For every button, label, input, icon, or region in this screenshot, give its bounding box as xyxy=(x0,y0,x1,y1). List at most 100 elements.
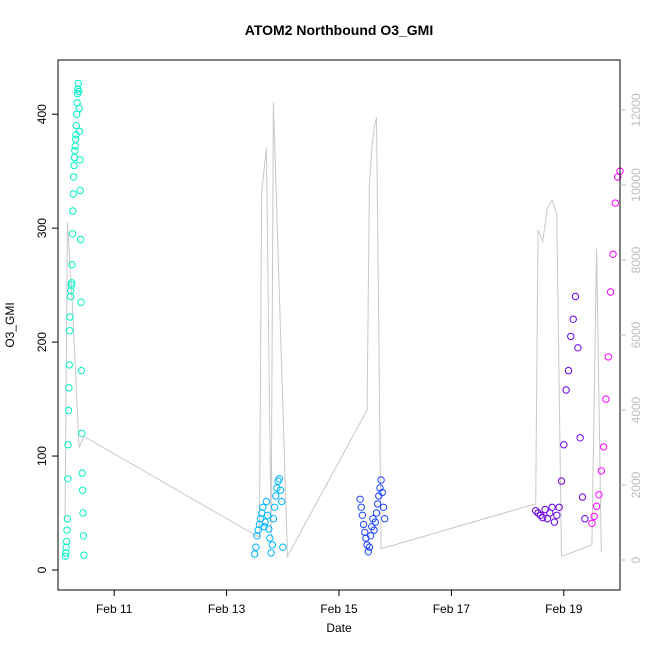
data-point xyxy=(276,486,285,494)
data-point xyxy=(64,441,72,449)
data-point xyxy=(78,429,86,437)
data-point xyxy=(370,526,378,534)
data-point xyxy=(356,495,364,503)
data-point xyxy=(66,313,74,321)
data-point xyxy=(66,292,75,301)
y-tick-label: 0 xyxy=(35,566,49,573)
data-point xyxy=(363,541,371,549)
x-tick-label: Feb 15 xyxy=(320,602,358,616)
data-point xyxy=(68,230,77,238)
data-point xyxy=(548,503,556,511)
data-point xyxy=(251,550,259,558)
y-tick-label: 100 xyxy=(35,446,49,466)
data-point xyxy=(62,543,70,551)
y-tick-label: 300 xyxy=(35,218,49,238)
y-tick-label: 200 xyxy=(35,332,49,352)
data-point xyxy=(567,332,575,341)
y-axis-label: O3_GMI xyxy=(3,302,17,347)
data-point xyxy=(541,505,549,514)
data-point xyxy=(366,532,375,540)
data-point xyxy=(80,551,88,559)
data-point xyxy=(270,503,279,511)
data-point xyxy=(265,525,273,533)
data-point xyxy=(599,443,608,451)
data-point xyxy=(277,497,286,506)
data-point xyxy=(560,441,568,449)
data-point xyxy=(68,260,76,269)
data-point xyxy=(571,292,580,301)
data-point xyxy=(564,366,573,375)
data-point xyxy=(362,534,370,542)
data-point xyxy=(79,532,88,540)
data-point xyxy=(365,543,374,551)
data-point xyxy=(597,467,605,475)
data-point xyxy=(272,492,280,500)
data-point xyxy=(77,366,86,375)
y2-tick-label: 10000 xyxy=(629,168,643,202)
data-point xyxy=(266,534,274,542)
series-3 xyxy=(356,476,389,556)
data-point xyxy=(267,549,275,557)
data-point xyxy=(76,186,84,195)
data-point xyxy=(606,288,615,296)
y2-tick-label: 12000 xyxy=(629,93,643,127)
x-axis-label: Date xyxy=(326,621,352,635)
data-point xyxy=(373,500,382,508)
data-point xyxy=(63,526,71,534)
data-point xyxy=(279,543,287,551)
data-point xyxy=(260,523,268,531)
data-point xyxy=(253,532,261,540)
x-tick-label: Feb 17 xyxy=(433,602,471,616)
data-point xyxy=(79,509,87,517)
data-point xyxy=(263,511,272,519)
data-point xyxy=(592,502,601,510)
data-point xyxy=(75,104,83,113)
secondary-line xyxy=(64,102,602,559)
data-point xyxy=(569,315,577,323)
data-point xyxy=(377,476,385,484)
y2-tick-label: 6000 xyxy=(629,321,643,348)
data-point xyxy=(602,395,610,403)
series-4 xyxy=(532,292,589,526)
data-point xyxy=(69,207,77,215)
data-point xyxy=(65,384,73,392)
series-1 xyxy=(61,79,88,560)
data-point xyxy=(64,406,73,415)
data-point xyxy=(361,528,369,537)
data-point xyxy=(65,361,74,369)
data-point xyxy=(534,509,542,517)
data-point xyxy=(532,507,540,515)
y2-tick-label: 4000 xyxy=(629,396,643,423)
data-point xyxy=(78,469,86,477)
data-point xyxy=(262,497,271,506)
data-point xyxy=(76,235,85,244)
data-point xyxy=(379,503,388,511)
data-point xyxy=(539,513,547,522)
data-point xyxy=(69,190,77,198)
data-point xyxy=(595,491,603,499)
data-point xyxy=(261,518,269,526)
data-point xyxy=(259,503,267,511)
data-point xyxy=(71,142,79,150)
data-point xyxy=(364,548,372,556)
data-point xyxy=(372,509,381,517)
data-point xyxy=(78,486,87,494)
data-point xyxy=(557,477,566,485)
x-tick-label: Feb 13 xyxy=(208,602,246,616)
data-point xyxy=(604,353,612,361)
data-point xyxy=(254,526,262,534)
data-point xyxy=(576,434,584,442)
data-point xyxy=(61,552,70,560)
data-point xyxy=(371,518,379,526)
data-point xyxy=(70,161,78,170)
data-point xyxy=(378,488,386,497)
data-point xyxy=(536,511,545,519)
data-point xyxy=(252,543,260,551)
data-point xyxy=(359,520,368,529)
data-point xyxy=(62,549,70,557)
data-point xyxy=(574,344,582,352)
data-point xyxy=(609,250,617,259)
data-point xyxy=(581,515,589,523)
series-2 xyxy=(251,475,287,558)
